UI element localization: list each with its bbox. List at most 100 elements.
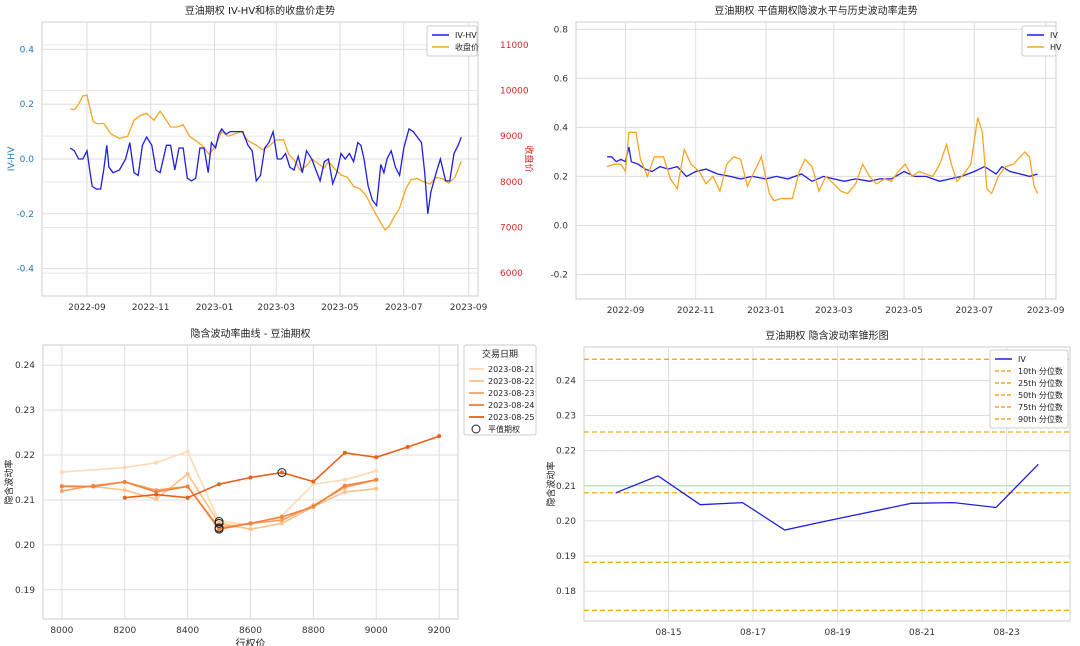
chart-iv-smile: 8000 8200 8400 8600 8800 9000 9200 0.19 0.20 0.21…	[3, 327, 537, 646]
series-line-close-price	[70, 94, 462, 231]
legend-label: 10th 分位数	[1018, 366, 1063, 376]
data-point	[154, 460, 159, 465]
legend-label: 平值期权	[488, 424, 520, 434]
data-point	[122, 465, 127, 470]
y-tick-label: 0.24	[15, 361, 35, 371]
y-tick-label: 0.20	[556, 517, 576, 527]
data-point	[248, 521, 253, 526]
x-tick-label: 08-23	[994, 628, 1020, 638]
x-tick-label: 2023-01	[747, 306, 785, 316]
y-axis-label: IV-HV	[7, 146, 17, 171]
x-tick-label: 2023-05	[885, 306, 923, 316]
data-point	[185, 449, 190, 454]
plot-area: 8000 8200 8400 8600 8800 9000 9200 0.19 0.20 0.21…	[15, 344, 459, 636]
legend: IV HV	[1021, 25, 1062, 57]
data-point	[342, 450, 347, 455]
legend-frame	[426, 25, 478, 57]
y-tick-label: 0.24	[556, 376, 576, 386]
legend-frame	[989, 349, 1069, 429]
legend-label: 75th 分位数	[1018, 402, 1063, 412]
y-right-axis-label: 收盘价	[523, 145, 535, 172]
legend-label: 2023-08-24	[488, 401, 535, 410]
y-tick-label: 0.0	[20, 155, 35, 165]
atm-marker	[214, 518, 224, 528]
legend-label: HV	[1050, 43, 1062, 52]
data-point	[122, 495, 127, 500]
data-point	[374, 477, 379, 482]
y-right-tick-label: 8000	[500, 178, 523, 188]
data-point	[185, 484, 190, 489]
x-tick-label: 08-17	[740, 628, 766, 638]
data-point	[185, 495, 190, 500]
legend-label: 2023-08-23	[488, 389, 535, 398]
legend-frame	[463, 344, 537, 436]
chart-atm-iv-vs-hv: 2022-09 2022-11 2023-01 2023-03 2023-05 2023-…	[550, 4, 1065, 316]
data-point	[279, 521, 284, 526]
legend-label: 25th 分位数	[1018, 378, 1063, 388]
y-tick-label: 0.19	[556, 552, 576, 562]
chart-title: 隐含波动率曲线 - 豆油期权	[191, 327, 311, 340]
atm-marker	[277, 468, 287, 478]
chart-title: 豆油期权 隐含波动率锥形图	[765, 329, 888, 342]
x-tick-label: 2023-09	[1027, 306, 1065, 316]
x-tick-label: 2023-09	[450, 303, 488, 313]
x-tick-label: 08-15	[655, 628, 681, 638]
x-tick-label: 8600	[239, 626, 262, 636]
legend-label: IV	[1050, 31, 1058, 40]
data-point	[374, 455, 379, 460]
data-point	[342, 489, 347, 494]
data-point	[342, 483, 347, 488]
chart-title: 豆油期权 IV-HV和标的收盘价走势	[185, 4, 335, 17]
x-tick-label: 2022-09	[68, 303, 106, 313]
legend-label: IV-HV	[455, 31, 477, 40]
y-tick-label: 0.2	[554, 172, 568, 182]
data-point	[122, 488, 127, 493]
x-tick-label: 8800	[302, 626, 325, 636]
x-tick-label: 2023-03	[815, 306, 853, 316]
data-point	[185, 471, 190, 476]
data-point	[279, 515, 284, 520]
legend-label: 2023-08-21	[488, 365, 535, 374]
x-tick-label: 9200	[428, 626, 451, 636]
x-tick-label: 9000	[365, 626, 388, 636]
data-point	[248, 527, 253, 532]
y-tick-label: 0.22	[15, 451, 35, 461]
y-axis-label: 隐含波动率	[545, 461, 557, 506]
legend: IV 10th 分位数 25th 分位数 50th 分位数 75th 分位数 90th 分…	[989, 349, 1069, 429]
y-tick-label: 0.0	[554, 221, 569, 231]
y-tick-label: 0.23	[15, 406, 35, 416]
data-point	[59, 484, 64, 489]
data-point	[279, 470, 284, 475]
y-tick-label: -0.2	[550, 270, 568, 280]
data-point	[122, 480, 127, 484]
data-point	[59, 488, 64, 493]
chart-title: 豆油期权 平值期权隐波水平与历史波动率走势	[714, 4, 917, 17]
legend-label: IV	[1018, 355, 1026, 364]
y-tick-label: 0.18	[556, 587, 576, 597]
x-tick-label: 08-19	[824, 628, 850, 638]
chart-iv-cone: 08-15 08-17 08-19 08-21 08-23 0.18 0.19 0.20 0.2…	[545, 329, 1071, 638]
data-point	[311, 504, 316, 509]
data-point	[437, 434, 442, 439]
x-tick-label: 2023-05	[321, 303, 359, 313]
x-axis-label: 行权价	[236, 637, 266, 646]
y-tick-label: 0.4	[554, 123, 569, 133]
data-point	[217, 482, 222, 487]
data-point	[59, 470, 64, 475]
y-tick-label: 0.19	[15, 586, 35, 596]
y-tick-label: -0.2	[16, 210, 34, 220]
legend-label: 50th 分位数	[1018, 390, 1063, 400]
data-point	[405, 444, 410, 449]
y-axis-label: 隐含波动率	[3, 459, 15, 504]
y-tick-label: 0.6	[554, 74, 569, 84]
data-point	[217, 527, 222, 532]
y-tick-label: 0.2	[20, 100, 34, 110]
y-tick-label: 0.22	[556, 447, 576, 457]
x-tick-label: 8000	[50, 626, 73, 636]
x-tick-label: 2023-01	[196, 303, 234, 313]
atm-marker	[214, 524, 224, 534]
x-tick-label: 2023-03	[257, 303, 295, 313]
plot-area: 08-15 08-17 08-19 08-21 08-23 0.18 0.19 0.20 0.2…	[556, 346, 1071, 638]
y-right-tick-label: 10000	[500, 87, 529, 97]
legend-label: 90th 分位数	[1018, 414, 1063, 424]
